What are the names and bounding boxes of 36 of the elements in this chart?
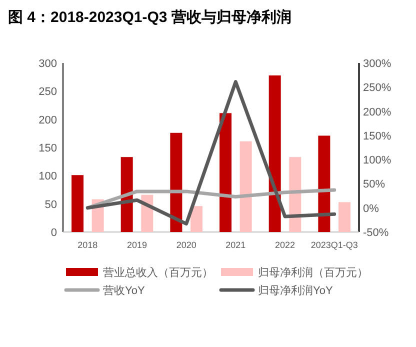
y2-tick-label: 50% [363, 178, 386, 191]
bar [240, 141, 252, 232]
y2-tick-label: 150% [363, 130, 392, 142]
bar [170, 132, 182, 232]
x-tick-label: 2023Q1-Q3 [310, 240, 358, 250]
y-tick-label: 0 [50, 227, 57, 239]
y-tick-label: 300 [38, 58, 57, 70]
x-tick-label: 2019 [126, 240, 148, 250]
chart-title: 图 4：2018-2023Q1-Q3 营收与归母净利润 [8, 8, 292, 26]
y2-tick-label: 200% [363, 106, 392, 118]
bar [72, 175, 84, 232]
y-tick-label: 250 [38, 86, 57, 98]
y2-tick-label: 0% [363, 202, 380, 215]
legend-label: 营业总收入（百万元） [103, 266, 213, 279]
y-tick-label: 50 [44, 198, 57, 211]
bar [318, 136, 330, 232]
x-tick-label: 2022 [274, 240, 296, 250]
legend-label: 归母净利润（百万元） [258, 266, 368, 279]
line-series [86, 80, 336, 226]
x-tick-label: 2021 [226, 240, 246, 250]
x-tick-label: 2020 [176, 240, 196, 250]
y-tick-label: 150 [38, 142, 57, 154]
bar [338, 202, 350, 232]
y2-tick-label: 300% [363, 58, 392, 70]
bar [190, 206, 202, 232]
y2-tick-label: 250% [363, 82, 392, 94]
y2-tick-label: 100% [363, 154, 392, 167]
y-tick-label: 100 [38, 170, 57, 183]
y-tick-label: 200 [38, 114, 57, 126]
legend-label: 归母净利润YoY [258, 284, 334, 297]
legend-label: 营收YoY [103, 284, 146, 297]
bar [289, 157, 302, 232]
bar [220, 113, 232, 232]
y2-tick-label: -50% [363, 227, 389, 239]
bar [268, 75, 281, 232]
x-tick-label: 2018 [78, 240, 98, 250]
